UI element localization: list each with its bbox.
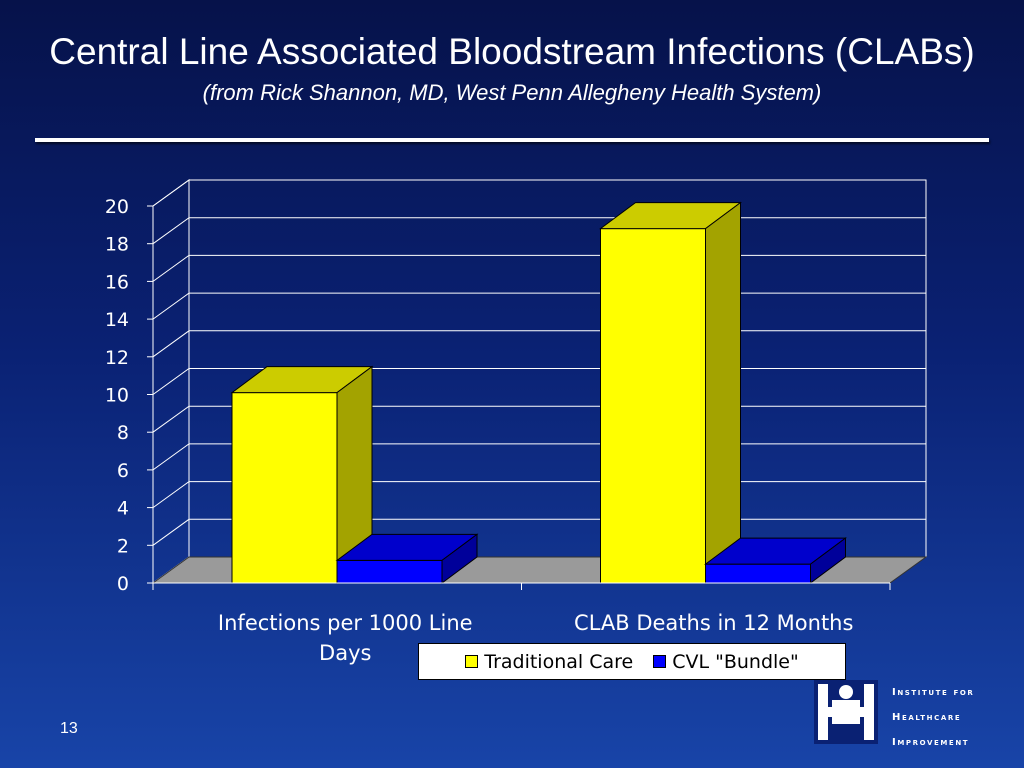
legend-swatch-bundle — [653, 655, 667, 668]
gridline — [152, 179, 926, 207]
y-tick-label: 0 — [117, 573, 129, 595]
bar-side — [441, 533, 478, 584]
bar — [230, 365, 374, 584]
bar-front — [336, 559, 443, 584]
legend-item-traditional: Traditional Care — [465, 651, 633, 673]
x-category-label-line: Infections per 1000 Line — [218, 611, 473, 635]
chart-legend: Traditional Care CVL "Bundle" — [418, 643, 846, 680]
bar — [335, 533, 479, 584]
bar — [598, 201, 743, 584]
bar-front — [600, 228, 706, 584]
slide-number: 13 — [60, 720, 78, 737]
bar-side — [810, 537, 846, 584]
logo-line-2: Healthcare — [892, 712, 962, 723]
legend-item-bundle: CVL "Bundle" — [653, 651, 799, 673]
chart-labels: 0 2 4 6 8 10 12 14 16 18 20 Infections per 1000 Lin… — [105, 196, 854, 665]
x-category-label: Infections per 1000 Line Days — [218, 611, 473, 665]
ihi-logo-mark-icon — [814, 680, 878, 744]
y-tick-label: 16 — [105, 271, 129, 293]
chart-bars — [230, 201, 848, 584]
ihi-logo-text: Institute for Healthcare Improvement — [892, 680, 1016, 755]
y-tick-label: 4 — [117, 498, 129, 520]
legend-swatch-traditional — [465, 655, 479, 668]
x-category-label-line: CLAB Deaths in 12 Months — [574, 611, 853, 635]
gridline — [152, 217, 926, 245]
slide-title: Central Line Associated Bloodstream Infe… — [49, 31, 975, 72]
legend-label-traditional: Traditional Care — [484, 650, 634, 673]
slide-subtitle: (from Rick Shannon, MD, West Penn Allegh… — [202, 80, 822, 105]
y-tick-label: 20 — [105, 196, 129, 218]
gridline — [152, 254, 926, 282]
gridline — [152, 330, 926, 358]
y-tick-label: 10 — [105, 385, 129, 407]
y-tick-label: 8 — [117, 422, 129, 444]
y-tick-label: 14 — [105, 309, 129, 331]
ihi-logo: Institute for Healthcare Improvement — [814, 680, 1014, 748]
logo-line-1: Institute for — [892, 687, 975, 698]
y-tick-label: 6 — [117, 460, 129, 482]
y-tick-label: 2 — [117, 535, 129, 557]
legend-label-bundle: CVL "Bundle" — [672, 650, 799, 673]
bar-front — [231, 392, 338, 584]
bar-side — [705, 201, 741, 584]
y-tick-label: 18 — [105, 234, 129, 256]
y-tick-label: 12 — [105, 347, 129, 369]
logo-line-3: Improvement — [892, 737, 970, 748]
x-category-label-line: Days — [319, 641, 371, 665]
title-divider — [35, 138, 989, 142]
chart-axis — [147, 205, 891, 590]
x-category-label: CLAB Deaths in 12 Months — [574, 611, 853, 635]
gridline — [152, 292, 926, 320]
bar — [703, 537, 848, 584]
bar-front — [705, 563, 811, 584]
